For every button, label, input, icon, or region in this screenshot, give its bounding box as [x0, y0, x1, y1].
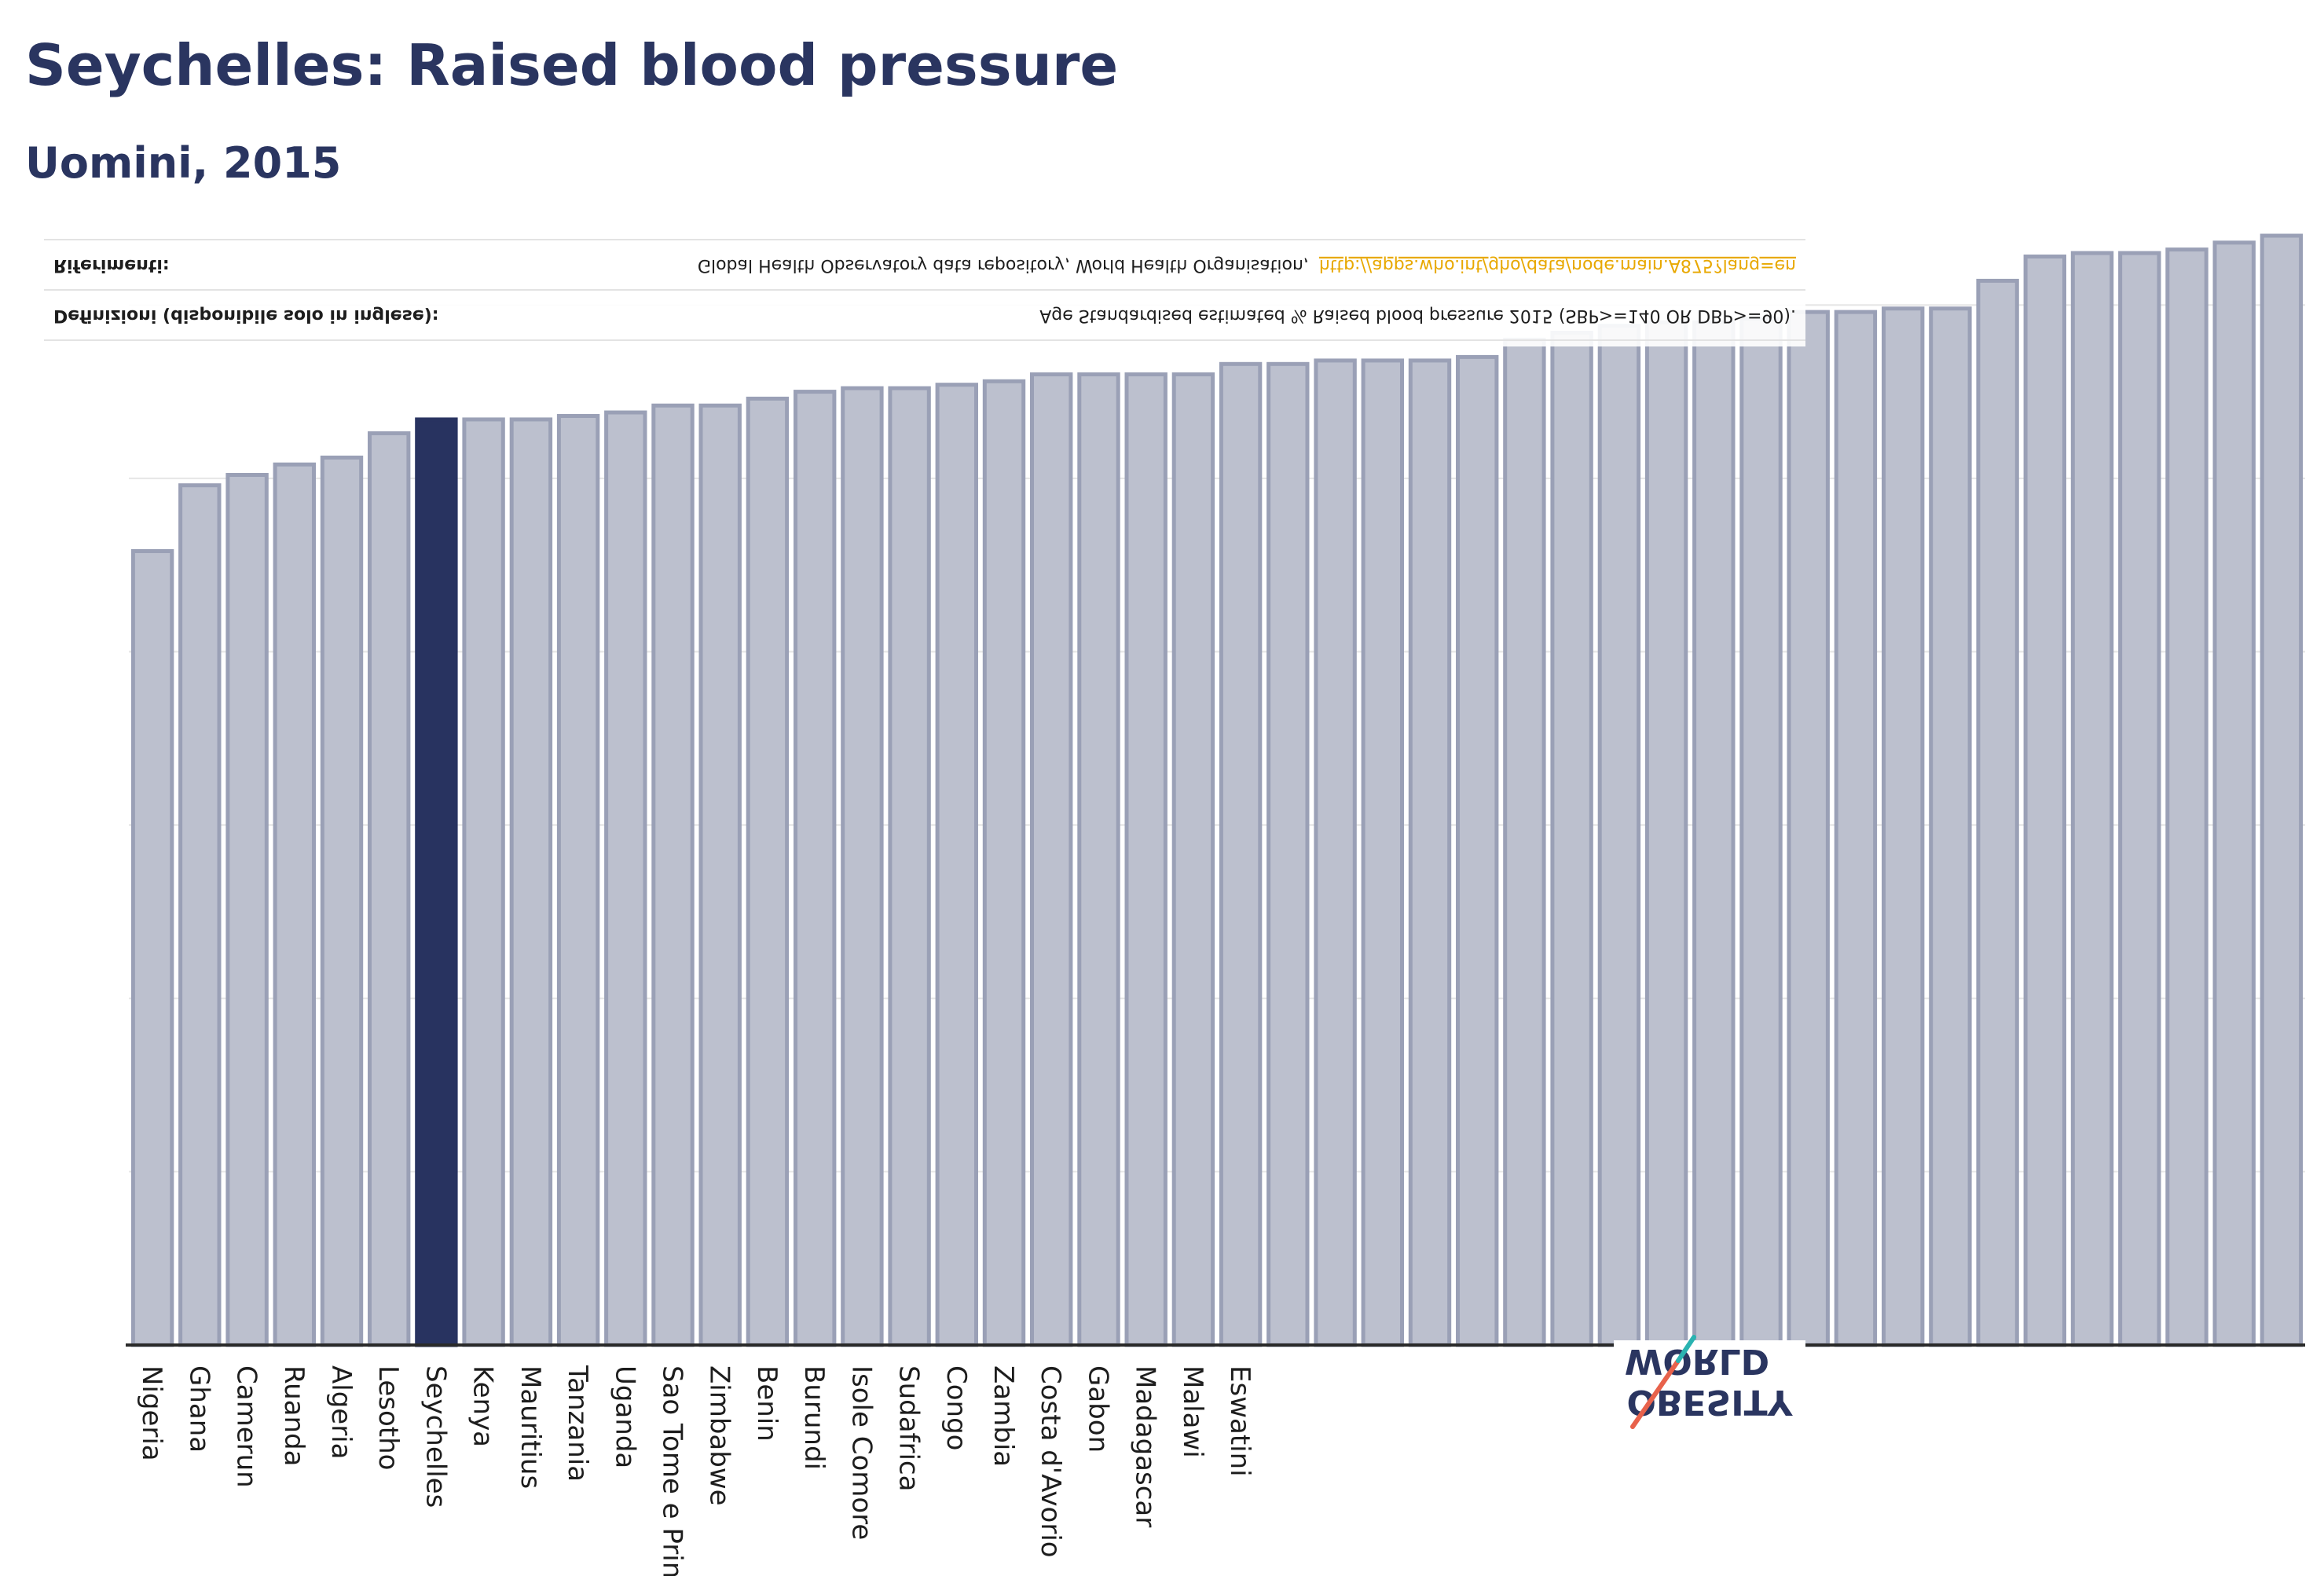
- bar: [604, 410, 647, 1347]
- category-label: Ghana: [183, 1365, 214, 1453]
- bar: [2260, 233, 2304, 1347]
- bar: [1030, 372, 1073, 1347]
- bar: [1219, 361, 1263, 1347]
- logo-stroke-teal: [1676, 1335, 1696, 1363]
- bar: [1503, 337, 1546, 1347]
- bar: [935, 383, 978, 1347]
- bar: [2118, 251, 2161, 1347]
- bar: [1597, 324, 1641, 1347]
- world-obesity-logo: WORLD OBESITY: [1614, 1335, 1805, 1435]
- category-label: Ruanda: [278, 1365, 310, 1466]
- references-link[interactable]: http://apps.who.int/gho/data/node.main.A…: [1319, 255, 1796, 275]
- references-text: Global Health Observatory data repositor…: [698, 255, 1309, 275]
- category-label: Eswatini: [1224, 1365, 1255, 1477]
- bar: [1266, 361, 1310, 1347]
- bar: [1787, 310, 1830, 1347]
- bar: [130, 549, 174, 1347]
- definitions-text: Age Standardised estimated % Raised bloo…: [1039, 306, 1796, 325]
- category-label: Burundi: [798, 1365, 830, 1470]
- bar: [178, 483, 222, 1347]
- category-label: Lesotho: [372, 1365, 404, 1470]
- bar: [794, 390, 837, 1347]
- bar: [2023, 255, 2067, 1347]
- bar: [1077, 372, 1120, 1347]
- bars: [130, 233, 2304, 1347]
- bar: [888, 386, 931, 1347]
- bar: [1314, 358, 1357, 1347]
- bar: [1124, 372, 1167, 1347]
- bar: [368, 431, 411, 1347]
- bar: [556, 414, 600, 1347]
- bar: [2165, 247, 2209, 1347]
- category-label: Zimbabwe: [704, 1365, 735, 1506]
- category-label: Madagascar: [1130, 1365, 1161, 1527]
- bar: [462, 417, 505, 1347]
- bar: [1929, 306, 1972, 1347]
- definitions-label: Definizioni (disponibile solo in inglese…: [53, 306, 439, 325]
- bar: [225, 473, 269, 1347]
- bar: [1834, 310, 1878, 1347]
- bar: [2070, 251, 2114, 1347]
- category-label: Sudafrica: [893, 1365, 925, 1491]
- bar: [982, 379, 1026, 1347]
- chart-subtitle: Uomini, 2015: [25, 138, 341, 188]
- category-label: Gabon: [1083, 1365, 1114, 1453]
- logo-world-text: WORLD: [1625, 1341, 1769, 1381]
- bar: [2212, 240, 2256, 1347]
- bar-highlighted: [415, 417, 458, 1347]
- category-label: Uganda: [609, 1365, 640, 1468]
- svg-text:Global Health Observatory data: Global Health Observatory data repositor…: [698, 255, 1796, 275]
- bar: [1550, 331, 1593, 1347]
- category-label: Mauritius: [515, 1365, 546, 1489]
- category-label: Costa d'Avorio: [1035, 1365, 1066, 1558]
- logo-stroke-red: [1630, 1358, 1681, 1429]
- bar: [841, 386, 884, 1347]
- category-label: Camerun: [231, 1365, 262, 1488]
- references-label: Riferimenti:: [53, 255, 170, 275]
- bar: [1644, 320, 1688, 1347]
- category-label: Malawi: [1177, 1365, 1208, 1458]
- bar: [746, 396, 790, 1347]
- category-label: Nigeria: [136, 1365, 167, 1461]
- category-label: Benin: [751, 1365, 783, 1442]
- bar: [698, 403, 742, 1347]
- category-label: Kenya: [467, 1365, 499, 1447]
- bar: [651, 403, 695, 1347]
- bar: [1976, 278, 2019, 1347]
- bar: [1882, 306, 1925, 1347]
- chart-title: Seychelles: Raised blood pressure: [25, 32, 1118, 98]
- category-label: Congo: [940, 1365, 972, 1450]
- category-label: Seychelles: [420, 1365, 451, 1508]
- category-labels: Nigeria Ghana Camerun Ruanda Algeria Lesotho S…: [136, 1365, 1255, 1576]
- bar: [1408, 358, 1452, 1347]
- bar: [1692, 320, 1736, 1347]
- logo-obesity-text: OBESITY: [1627, 1382, 1794, 1422]
- bar: [1739, 317, 1783, 1347]
- info-panel: Definizioni (disponibile solo in inglese…: [44, 239, 1805, 346]
- category-label: Zambia: [988, 1365, 1019, 1467]
- category-label: Sao Tome e Principe: [657, 1365, 688, 1576]
- bar: [273, 462, 317, 1347]
- category-label: Tanzania: [562, 1365, 593, 1482]
- category-label: Algeria: [325, 1365, 357, 1459]
- bar: [320, 455, 364, 1347]
- bar: [1171, 372, 1215, 1347]
- bar: [1361, 358, 1404, 1347]
- category-label: Isole Comore: [845, 1365, 877, 1540]
- bar: [509, 417, 553, 1347]
- bar: [1456, 354, 1499, 1347]
